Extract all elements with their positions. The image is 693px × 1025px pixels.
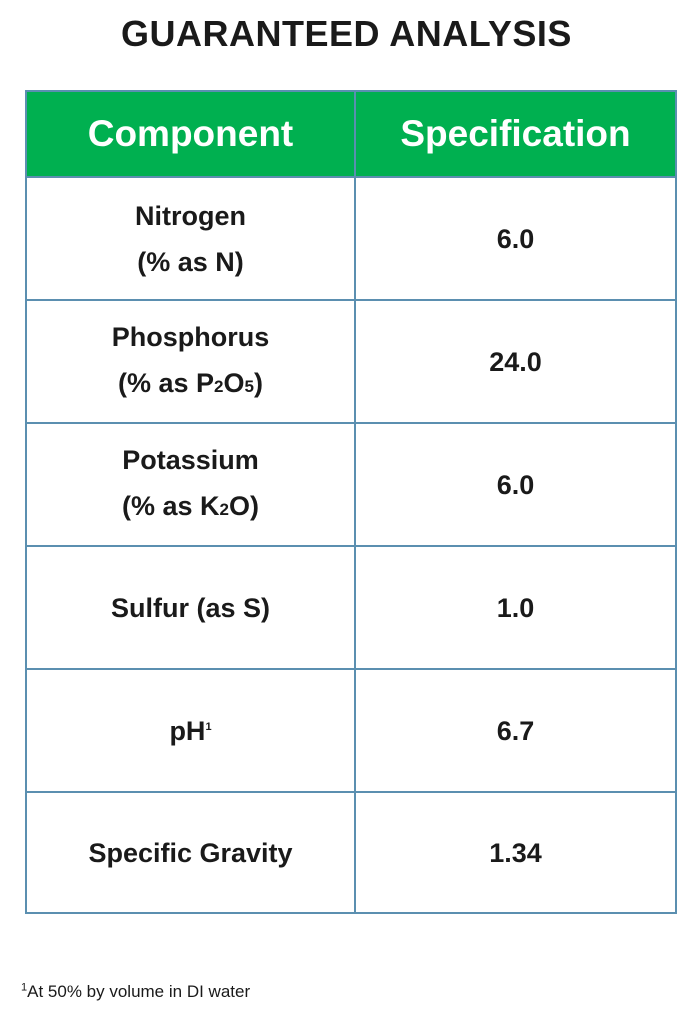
component-name: Phosphorus xyxy=(111,321,270,352)
specification-value: 6.0 xyxy=(354,422,677,547)
specification-value: 24.0 xyxy=(354,299,677,424)
specification-value: 1.0 xyxy=(354,545,677,670)
component-name: Potassium xyxy=(122,444,259,475)
page-title: GUARANTEED ANALYSIS xyxy=(121,13,572,54)
table-row: Sulfur (as S) 1.0 xyxy=(25,545,677,670)
unit-text: ) xyxy=(254,367,263,398)
unit-text: (% as K xyxy=(121,490,220,521)
component-name: Specific Gravity xyxy=(25,791,356,914)
component-unit: (% as K2O) xyxy=(122,491,259,521)
header-component: Component xyxy=(25,90,356,178)
specification-value: 1.34 xyxy=(354,791,677,914)
component-unit: (% as P2O5) xyxy=(118,368,263,398)
subscript: 2 xyxy=(214,376,224,396)
footnote-marker: 1 xyxy=(205,720,212,733)
table-row: Potassium (% as K2O) 6.0 xyxy=(25,422,677,547)
component-cell: Potassium (% as K2O) xyxy=(25,422,356,547)
unit-text: O xyxy=(223,367,245,398)
table-row: Specific Gravity 1.34 xyxy=(25,791,677,914)
unit-text: O) xyxy=(229,490,259,521)
component-name: Sulfur (as S) xyxy=(25,545,356,670)
guaranteed-analysis-table: Component Specification Nitrogen (% as N… xyxy=(25,90,677,914)
component-unit: (% as N) xyxy=(137,246,244,277)
footnote-marker: 1 xyxy=(21,981,28,994)
footnote-text: At 50% by volume in DI water xyxy=(27,982,251,1001)
component-cell: pH1 xyxy=(25,668,356,793)
component-name: Nitrogen xyxy=(135,200,246,231)
component-cell: Phosphorus (% as P2O5) xyxy=(25,299,356,424)
specification-value: 6.0 xyxy=(354,176,677,301)
table-row: pH1 6.7 xyxy=(25,668,677,793)
unit-text: (% as P xyxy=(118,367,215,398)
table-row: Nitrogen (% as N) 6.0 xyxy=(25,176,677,301)
header-specification: Specification xyxy=(354,90,677,178)
footnote: 1At 50% by volume in DI water xyxy=(21,981,250,1003)
subscript: 2 xyxy=(219,499,229,519)
component-cell: Nitrogen (% as N) xyxy=(25,176,356,301)
subscript: 5 xyxy=(244,376,254,396)
component-name: pH xyxy=(169,715,206,746)
specification-value: 6.7 xyxy=(354,668,677,793)
table-header-row: Component Specification xyxy=(25,90,677,178)
table-row: Phosphorus (% as P2O5) 24.0 xyxy=(25,299,677,424)
